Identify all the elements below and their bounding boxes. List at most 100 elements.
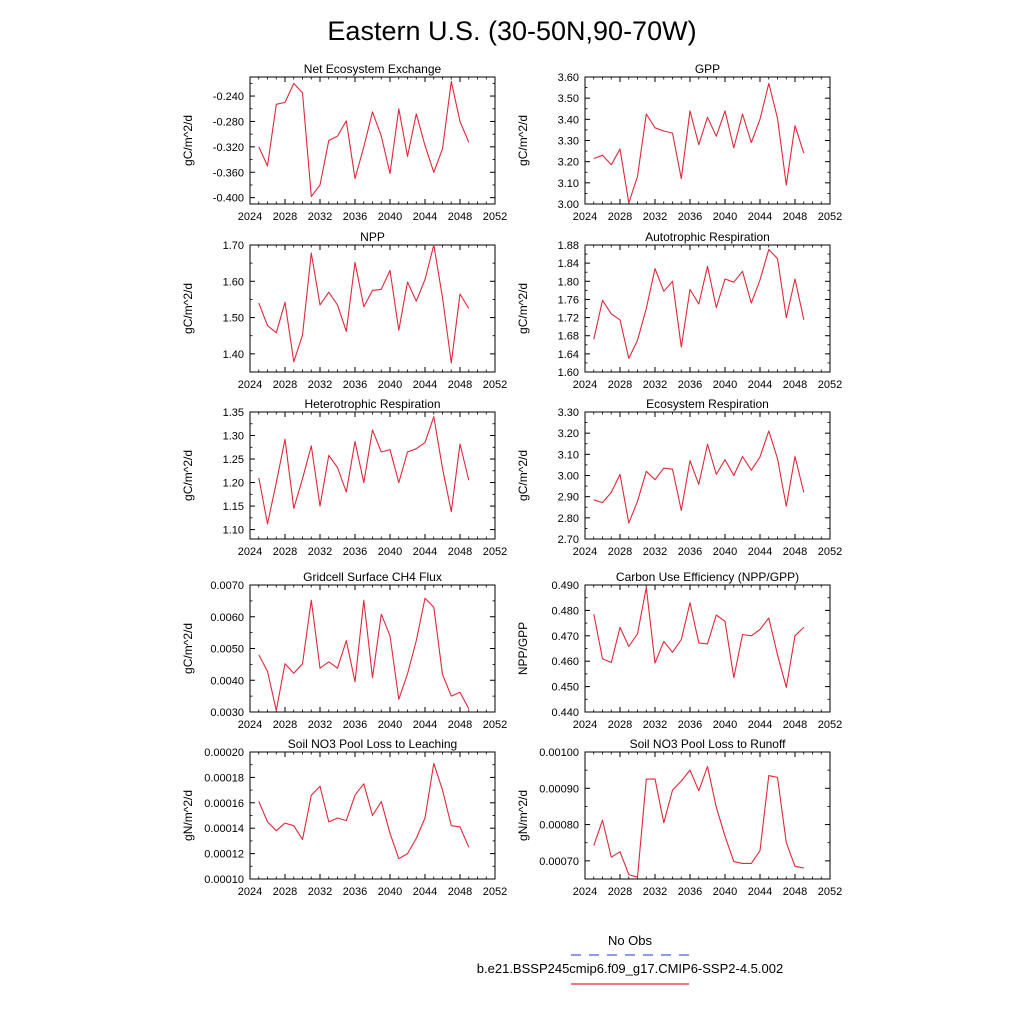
y-axis-label: gC/m^2/d <box>181 450 195 501</box>
x-tick-label: 2040 <box>378 886 402 898</box>
x-tick-label: 2048 <box>783 211 807 223</box>
x-tick-label: 2052 <box>818 719 842 731</box>
y-tick-label: -0.360 <box>213 167 244 179</box>
y-axis-label: gN/m^2/d <box>181 790 195 841</box>
series-line <box>258 244 470 364</box>
y-tick-label: 0.00100 <box>539 747 579 759</box>
panel-title: Net Ecosystem Exchange <box>304 62 442 76</box>
x-tick-label: 2040 <box>378 546 402 558</box>
x-tick-label: 2032 <box>643 211 667 223</box>
panel-title: Ecosystem Respiration <box>646 397 769 411</box>
x-tick-label: 2036 <box>343 211 367 223</box>
y-tick-label: 0.00012 <box>204 849 244 861</box>
x-tick-label: 2044 <box>748 719 772 731</box>
x-tick-label: 2032 <box>308 546 332 558</box>
panel-title: Heterotrophic Respiration <box>304 397 440 411</box>
x-tick-label: 2052 <box>483 379 507 391</box>
y-tick-label: 3.00 <box>558 471 579 483</box>
x-tick-label: 2036 <box>678 546 702 558</box>
y-tick-label: 1.15 <box>223 501 244 513</box>
y-tick-label: 1.35 <box>223 407 244 419</box>
y-tick-label: 0.460 <box>551 656 579 668</box>
x-tick-label: 2024 <box>573 211 597 223</box>
panel-title: NPP <box>360 230 385 244</box>
x-tick-label: 2044 <box>748 886 772 898</box>
x-tick-label: 2036 <box>343 886 367 898</box>
y-tick-label: 2.90 <box>558 492 579 504</box>
x-tick-label: 2052 <box>483 719 507 731</box>
y-tick-label: 0.450 <box>551 682 579 694</box>
series-line <box>593 430 805 524</box>
y-tick-label: 0.00070 <box>539 856 579 868</box>
x-tick-label: 2024 <box>573 719 597 731</box>
x-tick-label: 2032 <box>308 886 332 898</box>
x-tick-label: 2036 <box>343 379 367 391</box>
x-tick-label: 2032 <box>643 546 667 558</box>
y-tick-label: -0.320 <box>213 142 244 154</box>
y-tick-label: 0.0030 <box>210 707 244 719</box>
y-tick-label: 1.60 <box>223 276 244 288</box>
x-tick-label: 2048 <box>783 546 807 558</box>
x-tick-label: 2048 <box>783 886 807 898</box>
x-tick-label: 2032 <box>308 211 332 223</box>
chart-panel-2: NPP 2024 2028 2032 2036 2040 2044 2048 2052 1.70 1… <box>181 230 507 391</box>
y-axis-label: NPP/GPP <box>516 622 530 675</box>
x-tick-label: 2028 <box>273 719 297 731</box>
chart-panel-6: Gridcell Surface CH4 Flux 2024 2028 2032 203… <box>181 570 507 731</box>
series-line <box>593 765 804 878</box>
x-tick-label: 2044 <box>748 546 772 558</box>
y-tick-label: 0.440 <box>551 707 579 719</box>
plot-frame <box>249 76 496 205</box>
plot-frame <box>584 411 831 540</box>
y-tick-label: 1.88 <box>558 240 579 252</box>
y-tick-label: 0.0050 <box>210 644 244 656</box>
y-tick-label: 1.72 <box>558 313 579 325</box>
x-tick-label: 2024 <box>238 719 262 731</box>
y-tick-label: 1.40 <box>223 349 244 361</box>
y-tick-label: 0.00010 <box>204 874 244 886</box>
y-tick-label: 1.64 <box>558 349 579 361</box>
x-tick-label: 2052 <box>483 211 507 223</box>
x-tick-label: 2048 <box>448 211 472 223</box>
y-tick-label: 3.20 <box>558 157 579 169</box>
x-tick-label: 2024 <box>573 886 597 898</box>
series-line <box>258 80 470 197</box>
y-tick-label: 3.10 <box>558 449 579 461</box>
y-tick-label: 1.25 <box>223 454 244 466</box>
x-tick-label: 2048 <box>448 379 472 391</box>
legend-label-simulation: b.e21.BSSP245cmip6.f09_g17.CMIP6-SSP2-4.… <box>477 961 783 976</box>
y-tick-label: 3.60 <box>558 72 579 84</box>
y-tick-label: 1.76 <box>558 294 579 306</box>
legend-label-no-obs: No Obs <box>608 933 653 948</box>
y-tick-label: 0.470 <box>551 631 579 643</box>
x-tick-label: 2028 <box>273 886 297 898</box>
x-tick-label: 2036 <box>678 719 702 731</box>
x-tick-label: 2052 <box>483 886 507 898</box>
x-tick-label: 2024 <box>573 546 597 558</box>
plot-frame <box>584 244 831 373</box>
y-tick-label: -0.400 <box>213 193 244 205</box>
x-tick-label: 2036 <box>678 886 702 898</box>
chart-panel-8: Soil NO3 Pool Loss to Leaching 2024 2028 20… <box>181 737 507 898</box>
x-tick-label: 2040 <box>713 886 737 898</box>
chart-panel-4: Heterotrophic Respiration 2024 2028 2032 203… <box>181 397 507 558</box>
y-tick-label: 2.70 <box>558 534 579 546</box>
x-tick-label: 2036 <box>343 719 367 731</box>
panel-title: GPP <box>695 62 720 76</box>
legend: No Obs b.e21.BSSP245cmip6.f09_g17.CMIP6-… <box>477 933 783 985</box>
y-tick-label: 3.30 <box>558 407 579 419</box>
y-tick-label: 0.00014 <box>204 823 244 835</box>
y-tick-label: 0.00080 <box>539 820 579 832</box>
y-tick-label: 0.0060 <box>210 612 244 624</box>
panel-title: Autotrophic Respiration <box>645 230 770 244</box>
x-tick-label: 2048 <box>448 719 472 731</box>
x-tick-label: 2044 <box>413 886 437 898</box>
y-tick-label: 1.68 <box>558 331 579 343</box>
y-tick-label: 2.80 <box>558 513 579 525</box>
series-line <box>258 762 470 860</box>
x-tick-label: 2036 <box>343 546 367 558</box>
x-tick-label: 2036 <box>678 379 702 391</box>
x-tick-label: 2032 <box>643 886 667 898</box>
